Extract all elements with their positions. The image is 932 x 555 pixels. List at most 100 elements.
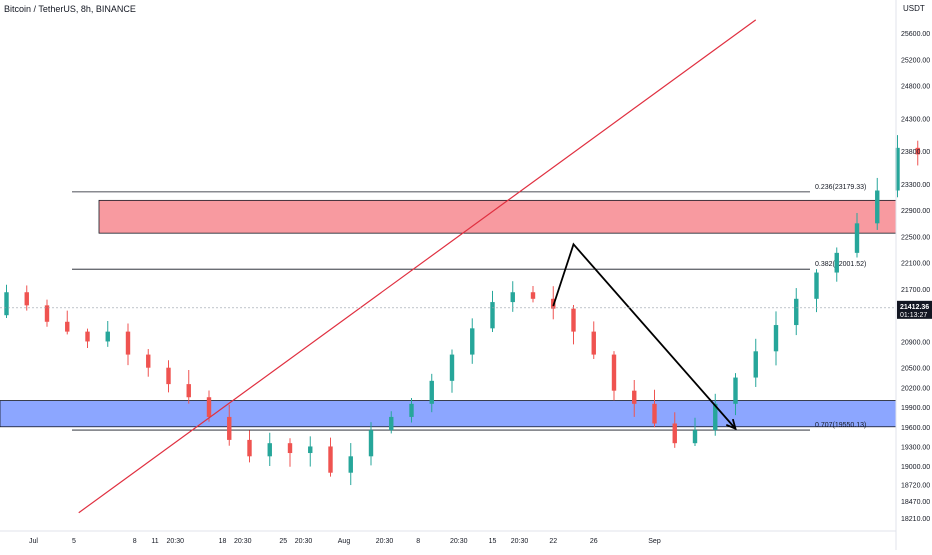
- resistance-zone[interactable]: [98, 199, 897, 234]
- price-tag-countdown: 01:13:27: [900, 312, 927, 319]
- y-tick-label: 20900.00: [901, 339, 930, 346]
- x-tick-label: 26: [590, 538, 598, 545]
- candle-body: [247, 439, 252, 457]
- candle-body: [733, 377, 738, 404]
- candle-body: [227, 416, 232, 440]
- candle-body: [186, 384, 191, 398]
- candle-body: [875, 190, 880, 224]
- currency-label: USDT: [903, 4, 925, 13]
- trendline[interactable]: [78, 19, 757, 514]
- x-tick-label: 20:30: [295, 538, 313, 545]
- x-tick-label: 8: [416, 538, 420, 545]
- projection-path[interactable]: [552, 242, 737, 430]
- y-tick-label: 19000.00: [901, 464, 930, 471]
- candle-body: [753, 351, 758, 378]
- x-tick-label: 20:30: [511, 538, 529, 545]
- candle-body: [308, 446, 313, 454]
- x-tick-label: 20:30: [166, 538, 184, 545]
- candle-body: [389, 416, 394, 431]
- candle-body: [65, 321, 70, 332]
- x-tick-label: 18: [219, 538, 227, 545]
- candle-body: [814, 272, 819, 299]
- candle-body: [85, 331, 90, 342]
- candle-body: [368, 430, 374, 457]
- y-tick-label: 23300.00: [901, 182, 930, 189]
- y-tick-label: 23800.00: [901, 149, 930, 156]
- candle-body: [125, 331, 131, 355]
- candle-body: [490, 302, 495, 329]
- candle-body: [267, 443, 272, 457]
- x-tick-label: 11: [151, 538, 158, 545]
- y-tick-label: 25200.00: [901, 57, 930, 64]
- candle-body: [166, 367, 171, 385]
- y-tick-label: 25600.00: [901, 31, 930, 38]
- candle-body: [328, 446, 333, 473]
- fib-label-0: 0.236(23179.33): [815, 184, 866, 191]
- price-tag-value: 21412.36: [900, 304, 929, 311]
- x-tick-label: 20:30: [234, 538, 252, 545]
- support-zone[interactable]: [0, 400, 897, 428]
- symbol-title: Bitcoin / TetherUS, 8h, BINANCE: [4, 4, 136, 14]
- y-tick-label: 24800.00: [901, 84, 930, 91]
- y-tick-label: 18720.00: [901, 483, 930, 490]
- candle-body: [206, 397, 212, 417]
- candle-body: [773, 325, 779, 352]
- x-tick-label: Aug: [338, 538, 351, 545]
- x-tick-label: 22: [549, 538, 557, 545]
- candle-body: [672, 423, 677, 444]
- x-tick-label: 5: [72, 538, 76, 545]
- y-tick-label: 19900.00: [901, 405, 930, 412]
- candle-body: [854, 223, 860, 253]
- candle-body: [146, 354, 151, 368]
- y-tick-label: 19600.00: [901, 425, 930, 432]
- candle-body: [591, 331, 596, 355]
- candle-body: [652, 403, 657, 424]
- candle-body: [429, 380, 434, 404]
- candle-body: [44, 305, 50, 322]
- y-tick-label: 18470.00: [901, 499, 930, 506]
- drawing-layer[interactable]: [0, 19, 896, 514]
- candle-body: [348, 456, 353, 473]
- candle-body: [611, 354, 617, 391]
- candle-body: [449, 354, 455, 381]
- y-tick-label: 18210.00: [901, 516, 930, 523]
- candle-body: [915, 147, 920, 155]
- x-tick-label: 15: [489, 538, 497, 545]
- y-tick-label: 19300.00: [901, 444, 930, 451]
- x-tick-label: 20:30: [376, 538, 394, 545]
- candle-body: [287, 443, 293, 454]
- candle-body: [470, 328, 475, 355]
- candle-body: [794, 298, 799, 326]
- candle-body: [713, 403, 718, 431]
- x-tick-label: 20:30: [450, 538, 468, 545]
- y-tick-label: 20500.00: [901, 366, 930, 373]
- fib-layer: 0.236(23179.33) 0.382(22001.52) 0.707(1955…: [72, 184, 866, 431]
- y-tick-label: 24300.00: [901, 116, 930, 123]
- fib-label-2: 0.707(19550.13): [815, 422, 866, 429]
- candle-body: [834, 252, 839, 273]
- y-tick-label: 22900.00: [901, 208, 930, 215]
- candle-body: [692, 430, 698, 444]
- price-tag-box: [897, 300, 932, 319]
- candle-body: [571, 308, 576, 332]
- candle-layer: [4, 135, 920, 486]
- candle-body: [510, 292, 515, 303]
- projection-arrowhead: [725, 418, 737, 431]
- x-tick-label: Sep: [648, 538, 661, 545]
- y-tick-label: 21700.00: [901, 287, 930, 294]
- candle-body: [4, 292, 9, 316]
- y-tick-label: 22100.00: [901, 261, 930, 268]
- candle-body: [632, 390, 637, 404]
- candle-body: [409, 403, 414, 417]
- y-tick-label: 20200.00: [901, 385, 930, 392]
- candle-body: [530, 292, 536, 299]
- x-tick-label: 8: [133, 538, 137, 545]
- x-tick-label: Jul: [29, 538, 38, 545]
- candle-body: [24, 292, 29, 306]
- candle-body: [895, 147, 900, 191]
